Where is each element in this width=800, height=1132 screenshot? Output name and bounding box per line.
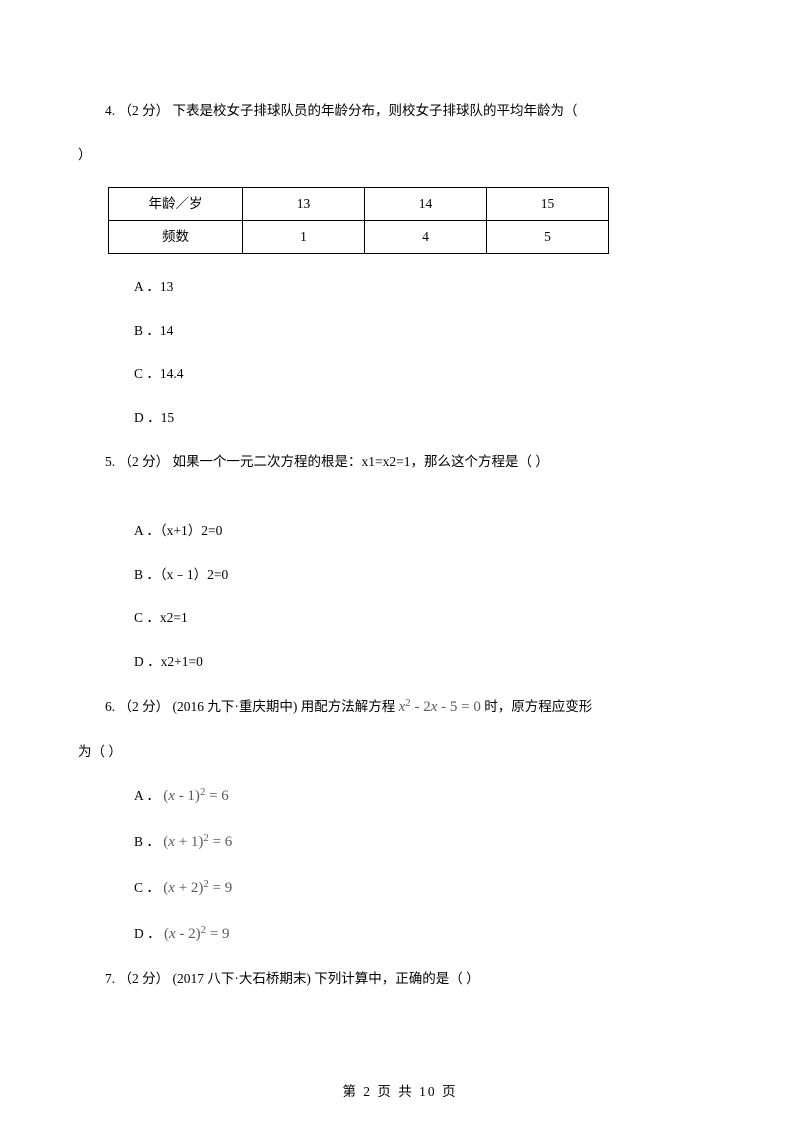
cell-age-14: 14	[365, 188, 487, 221]
q6-stem-formula: x2 - 2x - 5 = 0	[399, 699, 481, 715]
q5-option-d: D ．x2+1=0	[78, 651, 722, 673]
q6-option-a: A ． (x - 1)2 = 6	[78, 784, 722, 808]
q6-option-b: B ． (x + 1)2 = 6	[78, 830, 722, 854]
cell-freq-4: 4	[365, 221, 487, 254]
q5-option-a: A ．（x+1）2=0	[78, 520, 722, 542]
q6-d-formula: (x - 2)2 = 9	[164, 926, 230, 942]
q6-stem-line1: 6. （2 分） (2016 九下·重庆期中) 用配方法解方程 x2 - 2x …	[78, 695, 722, 719]
q6-b-prefix: B ．	[134, 834, 160, 849]
q4-stem-line1: 4. （2 分） 下表是校女子排球队员的年龄分布，则校女子排球队的平均年龄为（	[78, 100, 722, 122]
q6-b-formula: (x + 1)2 = 6	[163, 834, 232, 850]
q6-a-formula: (x - 1)2 = 6	[163, 788, 229, 804]
table-row: 年龄／岁 13 14 15	[109, 188, 609, 221]
q6-option-c: C ． (x + 2)2 = 9	[78, 876, 722, 900]
q6-stem-pre: 6. （2 分） (2016 九下·重庆期中) 用配方法解方程	[105, 699, 395, 714]
q5-option-b: B ．（x﹣1）2=0	[78, 564, 722, 586]
q4-option-b: B ．14	[78, 320, 722, 342]
cell-age-15: 15	[487, 188, 609, 221]
cell-age-13: 13	[243, 188, 365, 221]
q4-option-a: A ．13	[78, 276, 722, 298]
q6-option-d: D ． (x - 2)2 = 9	[78, 922, 722, 946]
cell-freq-5: 5	[487, 221, 609, 254]
q6-d-prefix: D ．	[134, 926, 161, 941]
q5-option-c: C ．x2=1	[78, 607, 722, 629]
q6-a-prefix: A ．	[134, 788, 160, 803]
q6-c-formula: (x + 2)2 = 9	[163, 880, 232, 896]
q4-option-c: C ．14.4	[78, 363, 722, 385]
q6-stem-post: 时，原方程应变形	[484, 699, 592, 714]
q4-option-d: D ．15	[78, 407, 722, 429]
page-footer: 第 2 页 共 10 页	[0, 1080, 800, 1100]
table-row: 频数 1 4 5	[109, 221, 609, 254]
q6-c-prefix: C ．	[134, 880, 160, 895]
spacer	[78, 494, 722, 520]
cell-freq-1: 1	[243, 221, 365, 254]
q4-stem-line2: ）	[78, 144, 722, 166]
page-content: 4. （2 分） 下表是校女子排球队员的年龄分布，则校女子排球队的平均年龄为（ …	[0, 0, 800, 990]
q6-stem-line2: 为（ ）	[78, 741, 722, 763]
q4-table: 年龄／岁 13 14 15 频数 1 4 5	[108, 187, 722, 254]
cell-age-label: 年龄／岁	[109, 188, 243, 221]
q7-stem: 7. （2 分） (2017 八下·大石桥期末) 下列计算中，正确的是（ ）	[78, 968, 722, 990]
q5-stem: 5. （2 分） 如果一个一元二次方程的根是：x1=x2=1，那么这个方程是（ …	[78, 451, 722, 473]
cell-freq-label: 频数	[109, 221, 243, 254]
